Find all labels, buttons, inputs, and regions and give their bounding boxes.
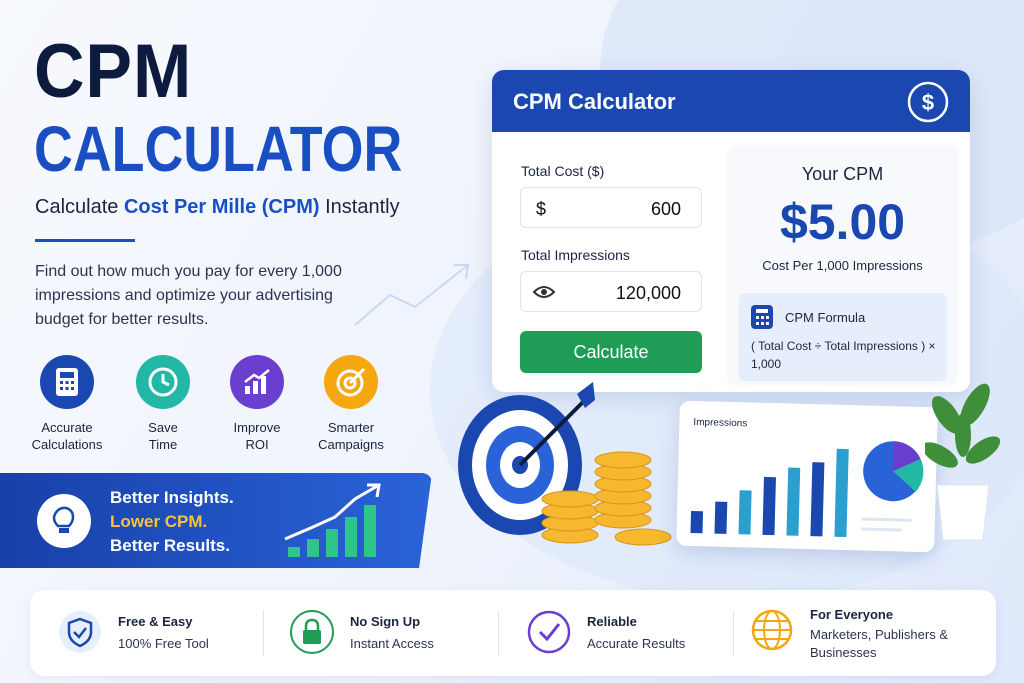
dollar-icon: $ <box>907 81 949 123</box>
feature-label: Smarter Campaigns <box>318 420 384 452</box>
banner-line: Better Results. <box>110 536 230 555</box>
title-line: CALCULATOR <box>34 113 403 185</box>
description: Find out how much you pay for every 1,00… <box>35 263 342 328</box>
footer-subtitle: 100% Free Tool <box>118 636 209 651</box>
feature: Accurate Calculations <box>19 355 115 453</box>
feature-icon <box>136 355 190 409</box>
result-caption: Cost Per 1,000 Impressions <box>762 258 923 273</box>
footer-subtitle: Accurate Results <box>587 636 686 651</box>
check-icon <box>527 610 571 654</box>
feature-icon <box>230 355 284 409</box>
calculate-button[interactable]: Calculate <box>520 331 702 373</box>
input-value: 600 <box>650 199 681 219</box>
footer-title: No Sign Up <box>350 614 421 629</box>
chart-card-graphic <box>690 441 924 538</box>
eye-icon <box>533 286 555 298</box>
banner: Better Insights. Lower CPM. Better Resul… <box>0 473 432 568</box>
banner-line: Better Insights. <box>110 488 234 507</box>
feature: Improve ROI <box>209 355 305 453</box>
formula-text: ( Total Cost ÷ Total Impressions ) × 1,0… <box>751 339 936 371</box>
footer-title: Free & Easy <box>118 614 193 629</box>
field-label: Total Impressions <box>521 247 630 263</box>
feature-icon <box>324 355 378 409</box>
formula-icon <box>751 305 773 329</box>
bulb-icon <box>37 494 91 548</box>
footer-title: For Everyone <box>810 607 894 622</box>
result-title: Your CPM <box>801 164 884 184</box>
subtitle-highlight: Cost Per Mille (CPM) <box>123 196 320 218</box>
footer-subtitle: Instant Access <box>350 636 434 651</box>
result-value: $5.00 <box>779 194 906 250</box>
shield-icon <box>59 611 101 653</box>
footer-subtitle: Marketers, Publishers & Businesses <box>810 627 948 660</box>
formula-title: CPM Formula <box>785 310 866 325</box>
calculator-header: CPM Calculator $ <box>492 70 970 132</box>
plant <box>925 383 1000 541</box>
svg-text:$: $ <box>922 90 934 115</box>
feature-label: Accurate Calculations <box>31 420 103 452</box>
field-label: Total Cost ($) <box>521 163 605 179</box>
feature-icon <box>40 355 94 409</box>
divider <box>35 239 135 242</box>
separator <box>498 610 499 656</box>
feature: Save Time <box>115 355 211 453</box>
banner-line: Lower CPM. <box>110 512 208 531</box>
impressions-input[interactable]: 120,000 <box>520 271 702 312</box>
calculator-card: CPM Calculator $ Total Cost ($) $600 Tot… <box>492 70 970 392</box>
title-line: CPM <box>34 29 193 114</box>
feature-label: Save Time <box>148 420 178 452</box>
footer: Free & Easy 100% Free Tool No Sign Up Inst… <box>30 590 996 676</box>
input-prefix: $ <box>536 199 547 219</box>
cost-input[interactable]: $600 <box>520 187 702 228</box>
feature-label: Improve ROI <box>233 420 281 452</box>
target-coins-illustration <box>458 382 672 546</box>
separator <box>263 610 264 656</box>
input-value: 120,000 <box>615 283 681 303</box>
footer-title: Reliable <box>587 614 637 629</box>
subtitle-text: Calculate <box>35 196 119 218</box>
subtitle: Calculate Cost Per Mille (CPM) Instantly <box>35 196 400 219</box>
banner-chart <box>284 483 381 557</box>
calculator-title: CPM Calculator <box>513 89 676 114</box>
formula-box: CPM Formula ( Total Cost ÷ Total Impress… <box>739 293 947 381</box>
lock-icon <box>290 610 334 654</box>
feature: Smarter Campaigns <box>303 355 399 453</box>
separator <box>733 610 734 656</box>
subtitle-text: Instantly <box>325 196 400 218</box>
chart-card-title: Impressions <box>693 417 748 430</box>
bg-arrow <box>354 264 470 326</box>
chart-card: Impressions <box>676 400 938 553</box>
globe-icon <box>751 609 793 651</box>
result-panel: Your CPM $5.00 Cost Per 1,000 Impression… <box>727 145 958 385</box>
